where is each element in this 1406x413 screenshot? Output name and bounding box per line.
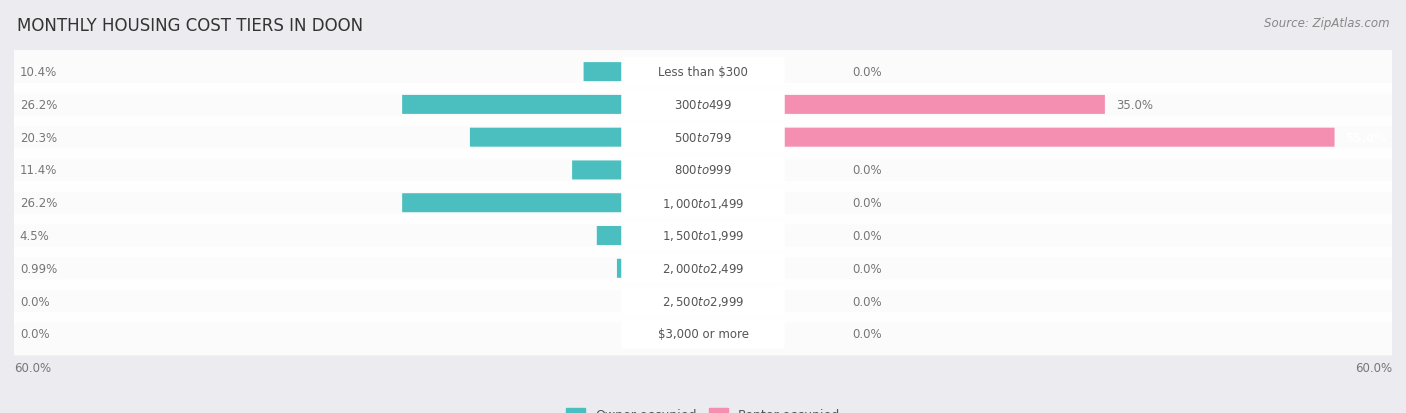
Text: $2,000 to $2,499: $2,000 to $2,499 — [662, 262, 744, 275]
FancyBboxPatch shape — [572, 161, 623, 180]
Text: 55.0%: 55.0% — [1346, 131, 1386, 144]
FancyBboxPatch shape — [470, 128, 623, 147]
FancyBboxPatch shape — [621, 254, 785, 283]
Text: MONTHLY HOUSING COST TIERS IN DOON: MONTHLY HOUSING COST TIERS IN DOON — [17, 17, 363, 34]
Text: $3,000 or more: $3,000 or more — [658, 328, 748, 340]
FancyBboxPatch shape — [621, 221, 785, 251]
Text: 10.4%: 10.4% — [20, 66, 58, 79]
FancyBboxPatch shape — [13, 280, 1393, 323]
Text: 0.0%: 0.0% — [852, 328, 882, 340]
Text: $800 to $999: $800 to $999 — [673, 164, 733, 177]
FancyBboxPatch shape — [13, 214, 1393, 258]
FancyBboxPatch shape — [783, 128, 1334, 147]
Text: $1,000 to $1,499: $1,000 to $1,499 — [662, 196, 744, 210]
FancyBboxPatch shape — [596, 226, 623, 245]
Text: 4.5%: 4.5% — [20, 230, 49, 242]
Text: 26.2%: 26.2% — [20, 99, 58, 112]
Text: 0.0%: 0.0% — [852, 66, 882, 79]
Text: 0.0%: 0.0% — [852, 262, 882, 275]
Text: 35.0%: 35.0% — [1116, 99, 1153, 112]
Legend: Owner-occupied, Renter-occupied: Owner-occupied, Renter-occupied — [561, 404, 845, 413]
Text: 0.0%: 0.0% — [852, 164, 882, 177]
Text: 60.0%: 60.0% — [1355, 361, 1392, 374]
Text: 0.0%: 0.0% — [852, 295, 882, 308]
Text: 0.99%: 0.99% — [20, 262, 58, 275]
Text: 0.0%: 0.0% — [20, 328, 49, 340]
Text: 26.2%: 26.2% — [20, 197, 58, 210]
Text: 0.0%: 0.0% — [852, 197, 882, 210]
Text: 60.0%: 60.0% — [14, 361, 51, 374]
Text: $500 to $799: $500 to $799 — [673, 131, 733, 144]
FancyBboxPatch shape — [621, 319, 785, 349]
FancyBboxPatch shape — [402, 194, 623, 213]
Text: 11.4%: 11.4% — [20, 164, 58, 177]
FancyBboxPatch shape — [13, 51, 1393, 94]
FancyBboxPatch shape — [621, 156, 785, 185]
FancyBboxPatch shape — [621, 58, 785, 87]
FancyBboxPatch shape — [621, 287, 785, 316]
FancyBboxPatch shape — [621, 188, 785, 218]
Text: Less than $300: Less than $300 — [658, 66, 748, 79]
Text: $1,500 to $1,999: $1,500 to $1,999 — [662, 229, 744, 243]
FancyBboxPatch shape — [13, 149, 1393, 192]
Text: 0.0%: 0.0% — [20, 295, 49, 308]
Text: $2,500 to $2,999: $2,500 to $2,999 — [662, 294, 744, 308]
FancyBboxPatch shape — [783, 96, 1105, 115]
Text: $300 to $499: $300 to $499 — [673, 99, 733, 112]
FancyBboxPatch shape — [583, 63, 623, 82]
FancyBboxPatch shape — [402, 96, 623, 115]
FancyBboxPatch shape — [13, 83, 1393, 127]
Text: 20.3%: 20.3% — [20, 131, 56, 144]
Text: 0.0%: 0.0% — [852, 230, 882, 242]
FancyBboxPatch shape — [13, 313, 1393, 356]
FancyBboxPatch shape — [617, 259, 623, 278]
Text: Source: ZipAtlas.com: Source: ZipAtlas.com — [1264, 17, 1389, 29]
FancyBboxPatch shape — [13, 247, 1393, 290]
FancyBboxPatch shape — [13, 116, 1393, 159]
FancyBboxPatch shape — [621, 123, 785, 152]
FancyBboxPatch shape — [13, 182, 1393, 225]
FancyBboxPatch shape — [621, 90, 785, 120]
